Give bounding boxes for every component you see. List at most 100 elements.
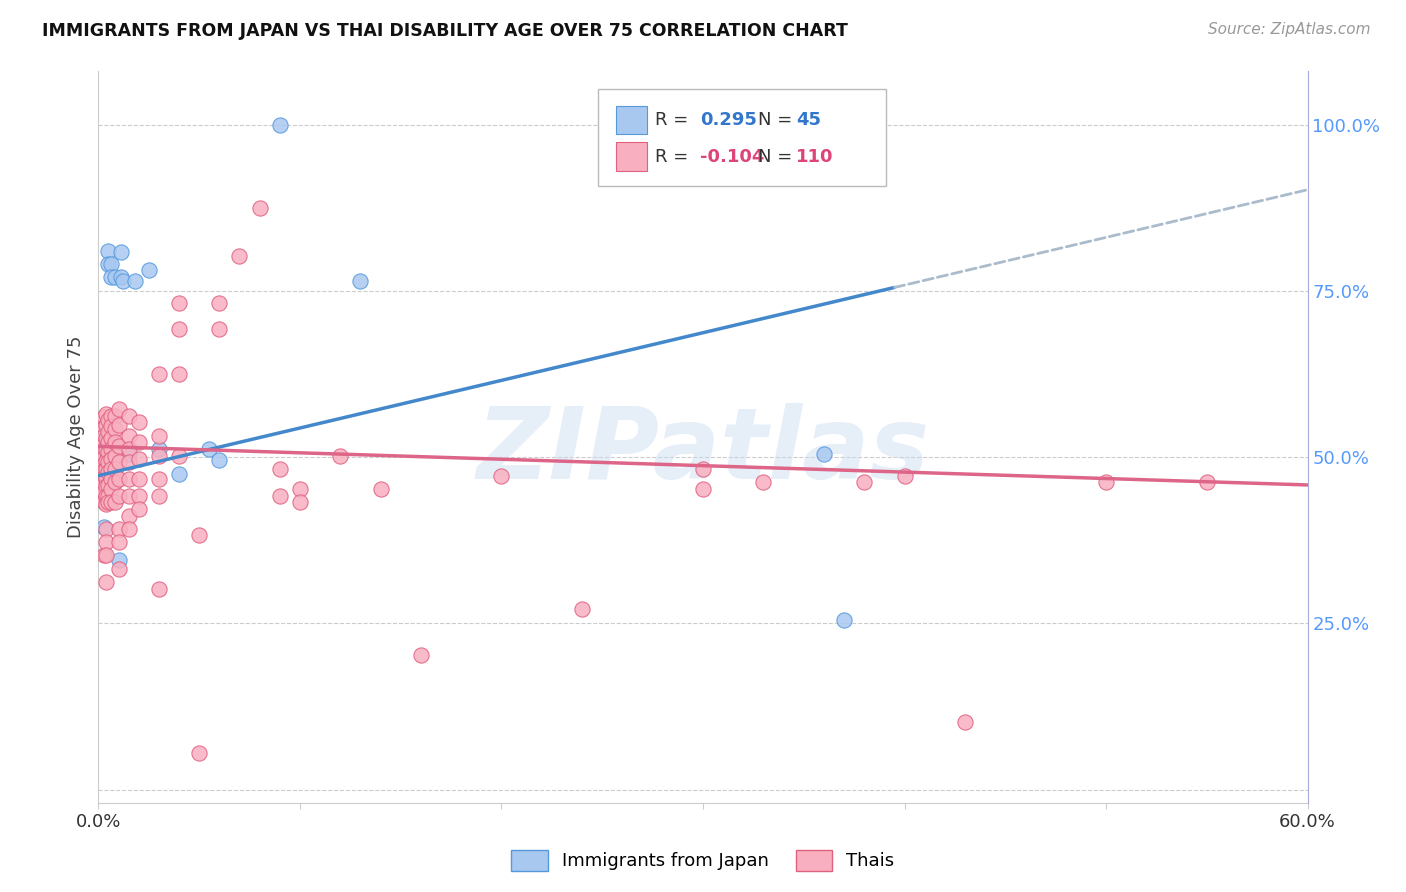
Point bbox=[1195, 475, 1218, 490]
Point bbox=[96, 443, 118, 458]
Point bbox=[249, 201, 271, 215]
Point bbox=[97, 495, 120, 509]
Point bbox=[893, 468, 915, 483]
Point bbox=[89, 460, 111, 475]
Point bbox=[97, 455, 120, 469]
Text: -0.104: -0.104 bbox=[700, 147, 765, 166]
Point bbox=[97, 445, 120, 459]
Point bbox=[208, 295, 231, 310]
Point bbox=[118, 508, 141, 523]
Point bbox=[107, 522, 129, 536]
Point bbox=[96, 462, 118, 476]
Point bbox=[89, 480, 111, 494]
Point bbox=[409, 648, 432, 663]
Point bbox=[370, 482, 392, 496]
Text: N =: N = bbox=[758, 147, 797, 166]
Point bbox=[103, 270, 125, 285]
Point bbox=[148, 489, 170, 503]
Point bbox=[118, 442, 141, 456]
Text: IMMIGRANTS FROM JAPAN VS THAI DISABILITY AGE OVER 75 CORRELATION CHART: IMMIGRANTS FROM JAPAN VS THAI DISABILITY… bbox=[42, 22, 848, 40]
Point bbox=[97, 435, 120, 450]
Point bbox=[93, 450, 115, 464]
Point bbox=[288, 482, 311, 496]
Point bbox=[128, 472, 150, 486]
Point bbox=[91, 467, 114, 482]
Point bbox=[89, 443, 111, 458]
Point bbox=[93, 453, 115, 467]
Point bbox=[107, 535, 129, 549]
Point bbox=[288, 495, 311, 509]
Point bbox=[93, 484, 115, 499]
Text: Source: ZipAtlas.com: Source: ZipAtlas.com bbox=[1208, 22, 1371, 37]
Point bbox=[96, 450, 118, 464]
Point bbox=[148, 367, 170, 381]
Point bbox=[100, 472, 122, 486]
Point bbox=[96, 471, 118, 485]
Point bbox=[103, 495, 125, 509]
Point bbox=[96, 489, 118, 503]
Point bbox=[96, 442, 118, 456]
Point bbox=[124, 274, 146, 288]
Point bbox=[96, 522, 118, 536]
Point bbox=[198, 442, 221, 456]
Point bbox=[128, 416, 150, 430]
Point bbox=[167, 322, 190, 336]
Point bbox=[97, 413, 120, 427]
Point bbox=[100, 442, 122, 456]
Point bbox=[107, 439, 129, 453]
Text: ZIPatlas: ZIPatlas bbox=[477, 403, 929, 500]
Point bbox=[93, 430, 115, 444]
Point bbox=[110, 245, 132, 260]
Point bbox=[100, 482, 122, 496]
Point bbox=[107, 455, 129, 469]
Point bbox=[853, 475, 876, 490]
Point bbox=[128, 502, 150, 516]
Point bbox=[100, 270, 122, 285]
Point bbox=[101, 451, 124, 466]
Point bbox=[96, 454, 118, 468]
Point bbox=[91, 473, 114, 487]
Point bbox=[93, 520, 115, 534]
Point bbox=[91, 489, 114, 503]
Point bbox=[93, 436, 115, 450]
Point bbox=[228, 249, 250, 263]
Point bbox=[110, 270, 132, 285]
Point bbox=[97, 244, 120, 258]
Point bbox=[91, 438, 114, 452]
Point bbox=[100, 462, 122, 476]
Point bbox=[103, 435, 125, 450]
Point bbox=[93, 463, 115, 477]
Point bbox=[89, 473, 111, 487]
Text: 0.295: 0.295 bbox=[700, 111, 756, 128]
Point bbox=[91, 443, 114, 458]
Point bbox=[93, 443, 115, 458]
Point bbox=[91, 455, 114, 469]
Point bbox=[96, 535, 118, 549]
Point bbox=[91, 436, 114, 450]
Point bbox=[91, 461, 114, 475]
Point bbox=[100, 418, 122, 433]
Point bbox=[107, 489, 129, 503]
Text: R =: R = bbox=[655, 147, 695, 166]
Point bbox=[89, 453, 111, 467]
Point bbox=[89, 440, 111, 454]
Point bbox=[107, 418, 129, 433]
Point bbox=[89, 450, 111, 464]
Point bbox=[269, 118, 291, 132]
Point bbox=[103, 422, 125, 436]
Point bbox=[128, 489, 150, 503]
Point bbox=[491, 468, 513, 483]
Point bbox=[138, 262, 160, 277]
Point bbox=[100, 409, 122, 423]
Point bbox=[96, 497, 118, 511]
Point bbox=[91, 467, 114, 481]
Point bbox=[118, 489, 141, 503]
Text: R =: R = bbox=[655, 111, 695, 128]
Point bbox=[96, 418, 118, 433]
Point bbox=[93, 470, 115, 484]
Text: 110: 110 bbox=[796, 147, 834, 166]
Point bbox=[107, 402, 129, 417]
Legend: Immigrants from Japan, Thais: Immigrants from Japan, Thais bbox=[505, 843, 901, 878]
Point bbox=[349, 274, 371, 288]
Point bbox=[953, 714, 976, 729]
